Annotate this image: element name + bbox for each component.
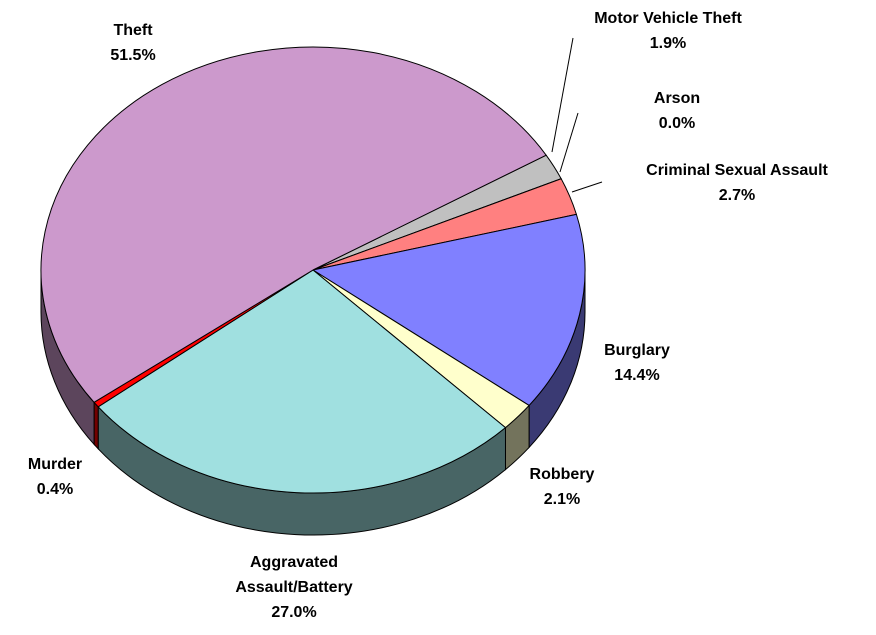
leader-line	[551, 37, 574, 153]
value-label: 2.7%	[718, 187, 756, 204]
category-name: Robbery	[529, 466, 595, 483]
value-label: 51.5%	[110, 47, 156, 64]
slice	[311, 213, 586, 407]
slice-label: Motor Vehicle Theft 1.9%	[594, 6, 742, 56]
category-name: Aggravated Assault/Battery	[235, 554, 353, 596]
value-label: 2.1%	[543, 491, 581, 508]
slice-side	[93, 401, 99, 451]
category-name: Criminal Sexual Assault	[646, 162, 828, 179]
slice-label: Arson 0.0%	[654, 86, 700, 136]
slice	[97, 269, 507, 494]
category-name: Motor Vehicle Theft	[594, 10, 742, 27]
slice-label: Criminal Sexual Assault 2.7%	[646, 158, 828, 208]
leader-line	[559, 112, 579, 173]
value-label: 1.9%	[649, 35, 687, 52]
slice-label: Murder 0.4%	[28, 452, 82, 502]
value-label: 27.0%	[271, 604, 317, 621]
value-label: 0.4%	[36, 481, 74, 498]
slice-label: Theft 51.5%	[110, 18, 155, 68]
leader-line	[571, 181, 603, 193]
category-name: Arson	[653, 90, 701, 107]
slice-label: Burglary 14.4%	[604, 338, 670, 388]
category-name: Theft	[113, 22, 153, 39]
category-name: Burglary	[604, 342, 670, 359]
slice-label: Aggravated Assault/Battery 27.0%	[209, 550, 379, 625]
value-label: 14.4%	[614, 367, 660, 384]
category-name: Murder	[27, 456, 83, 473]
value-label: 0.0%	[658, 115, 696, 132]
slice-label: Robbery 2.1%	[530, 462, 595, 512]
slice	[40, 46, 547, 403]
